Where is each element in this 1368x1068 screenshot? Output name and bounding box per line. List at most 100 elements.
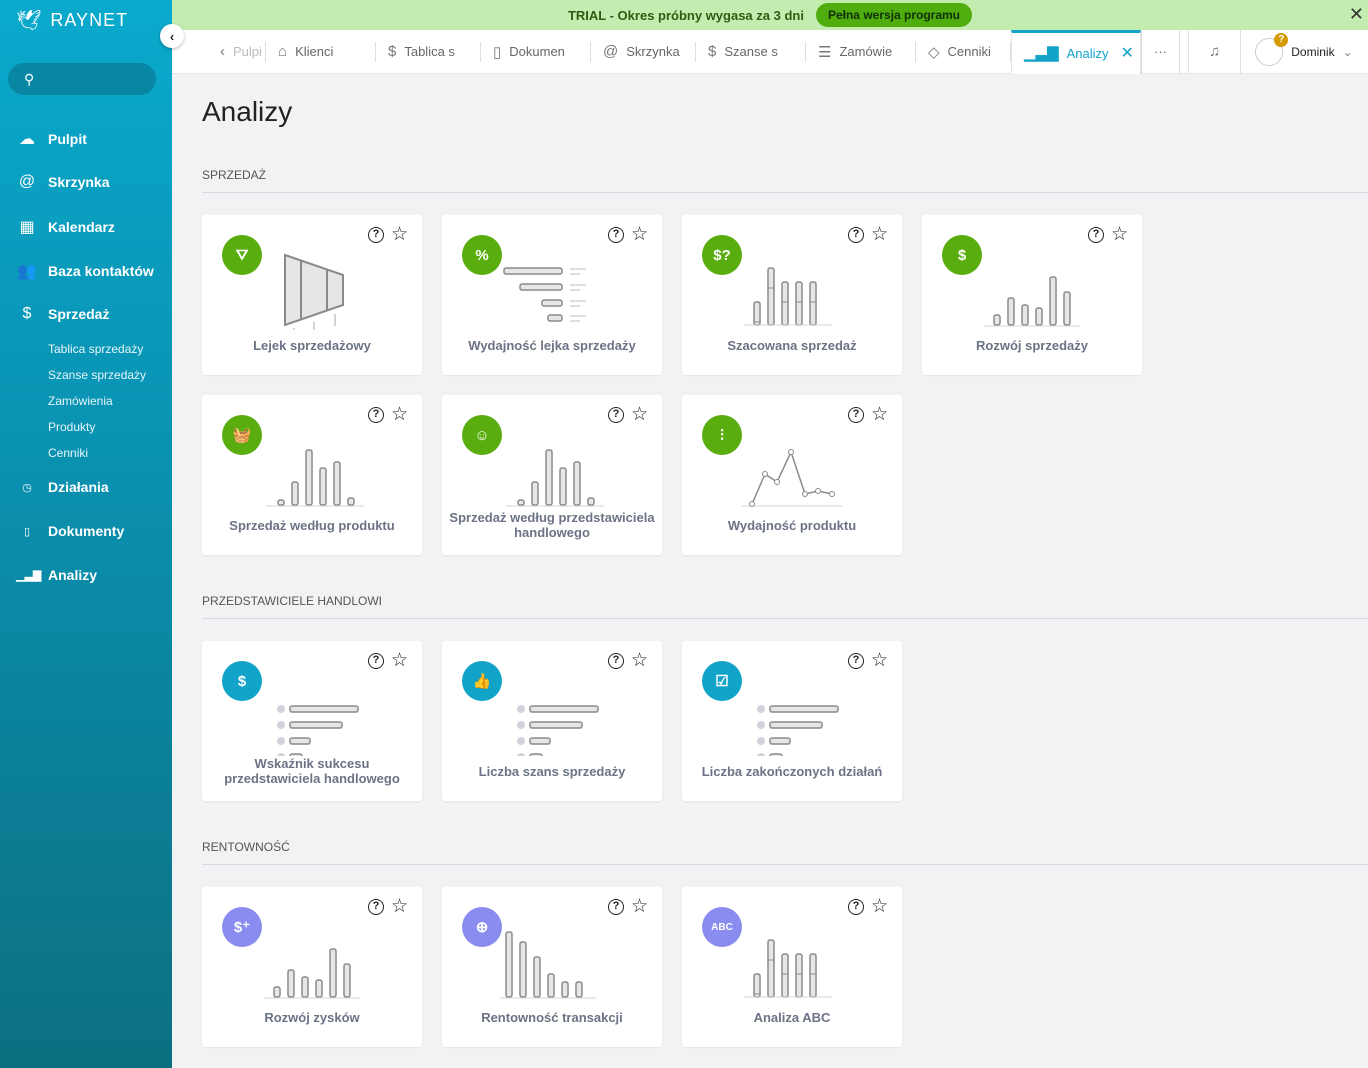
sidebar-subitem[interactable]: Cenniki <box>48 446 89 460</box>
help-icon[interactable]: ? <box>608 407 624 423</box>
sidebar-subitem[interactable]: Szanse sprzedaży <box>48 368 147 382</box>
sidebar-item-3[interactable]: 👥 Baza kontaktów <box>0 261 172 281</box>
report-icon: ⊕ <box>462 907 502 947</box>
more-tabs-button[interactable]: ··· <box>1141 29 1180 74</box>
logo-bird-icon: 🕊 <box>16 10 43 32</box>
tab-0[interactable]: ‹ Pulpi <box>208 41 266 62</box>
tab-3[interactable]: ▯ Dokumen <box>481 41 591 62</box>
close-banner-icon[interactable]: ✕ <box>1348 4 1364 24</box>
search-icon: ⚲ <box>24 71 35 87</box>
report-illustration <box>742 449 842 507</box>
star-icon[interactable]: ☆ <box>870 224 888 245</box>
sidebar-subitem[interactable]: Tablica sprzedaży <box>48 342 144 356</box>
sidebar-item-7[interactable]: ▁▃▇ Analizy <box>0 567 172 583</box>
report-illustration <box>506 449 604 507</box>
tab-5[interactable]: $ Szanse s <box>696 41 806 62</box>
report-card[interactable]: ☺ ? ☆ Sprzedaż według przedstawiciela ha… <box>442 395 662 555</box>
report-illustration <box>757 705 839 756</box>
report-card[interactable]: ABC ? ☆ Analiza ABC <box>682 887 902 1047</box>
star-icon[interactable]: ☆ <box>870 650 888 671</box>
help-icon[interactable]: ? <box>848 407 864 423</box>
help-icon[interactable]: ? <box>368 899 384 915</box>
sidebar-item-label: Skrzynka <box>48 174 110 190</box>
report-illustration <box>284 253 344 330</box>
sidebar-item-5[interactable]: ◷ Działania <box>0 479 172 495</box>
sidebar-item-4[interactable]: $ Sprzedaż <box>0 305 172 323</box>
tab-4[interactable]: @ Skrzynka <box>591 41 696 62</box>
tab-icon: ⌂ <box>278 43 288 60</box>
report-illustration <box>744 939 832 998</box>
star-icon[interactable]: ☆ <box>630 224 648 245</box>
tab-label: Klienci <box>295 44 334 59</box>
user-menu[interactable]: ? Dominik ⌄ <box>1255 32 1353 66</box>
sidebar-item-label: Pulpit <box>48 131 87 147</box>
sidebar-item-1[interactable]: @ Skrzynka <box>0 173 172 191</box>
help-icon[interactable]: ? <box>368 407 384 423</box>
report-label: Liczba zakończonych działań <box>701 763 883 779</box>
full-version-button[interactable]: Pełna wersja programu <box>815 3 973 27</box>
help-icon[interactable]: ? <box>608 899 624 915</box>
close-tab-icon[interactable]: ✕ <box>1120 45 1134 62</box>
help-icon[interactable]: ? <box>848 899 864 915</box>
help-icon[interactable]: ? <box>848 653 864 669</box>
help-icon[interactable]: ? <box>608 227 624 243</box>
star-icon[interactable]: ☆ <box>390 650 408 671</box>
sidebar-item-2[interactable]: ▦ Kalendarz <box>0 217 172 237</box>
logo[interactable]: 🕊 RAYNET <box>16 8 128 33</box>
report-card[interactable]: $ ? ☆ Rozwój sprzedaży <box>922 215 1142 375</box>
tab-icon: ▯ <box>493 43 502 61</box>
tab-7[interactable]: ◇ Cenniki <box>916 41 1011 62</box>
sidebar-item-0[interactable]: ☁ Pulpit <box>0 129 172 149</box>
report-card[interactable]: % ? ☆ Wydajność lejka sprzedaży <box>442 215 662 375</box>
report-card[interactable]: ☑ ? ☆ Liczba zakończonych działań <box>682 641 902 801</box>
star-icon[interactable]: ☆ <box>390 896 408 917</box>
report-card[interactable]: ⛛ ? ☆ Lejek sprzedażowy <box>202 215 422 375</box>
tab-icon: @ <box>603 43 619 60</box>
report-illustration <box>264 948 360 999</box>
notifications-button[interactable]: ♫ <box>1188 29 1242 74</box>
avatar: ? <box>1255 32 1289 66</box>
tab-label: Cenniki <box>947 44 991 59</box>
report-card[interactable]: 🧺 ? ☆ Sprzedaż według produktu <box>202 395 422 555</box>
star-icon[interactable]: ☆ <box>870 896 888 917</box>
search-input[interactable]: ⚲ <box>8 63 156 95</box>
chevron-down-icon: ⌄ <box>1342 44 1353 59</box>
tab-label: Pulpi <box>233 44 262 59</box>
sidebar-icon: ◷ <box>22 481 32 494</box>
report-label: Rentowność transakcji <box>481 1009 623 1025</box>
report-card[interactable]: $? ? ☆ Szacowana sprzedaż <box>682 215 902 375</box>
star-icon[interactable]: ☆ <box>630 404 648 425</box>
sidebar-subitem[interactable]: Produkty <box>48 420 96 434</box>
tab-8[interactable]: ▁▃▇ Analizy ✕ <box>1011 29 1141 74</box>
tab-bar: ‹ Pulpi ⌂ Klienci $ Tablica s ▯ Dokumen @ Skrzynk… <box>172 29 1368 74</box>
help-icon[interactable]: ? <box>1088 227 1104 243</box>
star-icon[interactable]: ☆ <box>630 896 648 917</box>
section-header: SPRZEDAŻ <box>202 168 1368 193</box>
star-icon[interactable]: ☆ <box>390 224 408 245</box>
star-icon[interactable]: ☆ <box>390 404 408 425</box>
report-icon: ☺ <box>462 415 502 455</box>
tab-1[interactable]: ⌂ Klienci <box>266 41 376 62</box>
tab-2[interactable]: $ Tablica s <box>376 41 481 62</box>
logo-text: RAYNET <box>50 10 129 30</box>
report-card[interactable]: 👍 ? ☆ Liczba szans sprzedaży <box>442 641 662 801</box>
help-icon[interactable]: ? <box>848 227 864 243</box>
sidebar-subitem[interactable]: Zamówienia <box>48 394 113 408</box>
tab-6[interactable]: ☰ Zamówie <box>806 41 916 62</box>
collapse-sidebar-button[interactable]: ‹ <box>160 24 184 48</box>
sidebar-item-label: Kalendarz <box>48 219 115 235</box>
help-icon[interactable]: ? <box>368 227 384 243</box>
help-icon[interactable]: ? <box>368 653 384 669</box>
sidebar-icon: ▯ <box>23 525 31 538</box>
star-icon[interactable]: ☆ <box>870 404 888 425</box>
star-icon[interactable]: ☆ <box>1110 224 1128 245</box>
report-card[interactable]: ⊕ ? ☆ Rentowność transakcji <box>442 887 662 1047</box>
report-card[interactable]: $⁺ ? ☆ Rozwój zysków <box>202 887 422 1047</box>
report-label: Liczba szans sprzedaży <box>478 763 626 779</box>
help-icon[interactable]: ? <box>608 653 624 669</box>
report-card[interactable]: $ ? ☆ Wskaźnik sukcesu przedstawiciela h… <box>202 641 422 801</box>
sidebar-item-6[interactable]: ▯ Dokumenty <box>0 523 172 539</box>
sidebar: 🕊 RAYNET ⚲ ☁ Pulpit @ Skrzynka ▦ Kalendarz 👥 Baz… <box>0 0 172 1068</box>
star-icon[interactable]: ☆ <box>630 650 648 671</box>
report-card[interactable]: ⫶ ? ☆ Wydajność produktu <box>682 395 902 555</box>
